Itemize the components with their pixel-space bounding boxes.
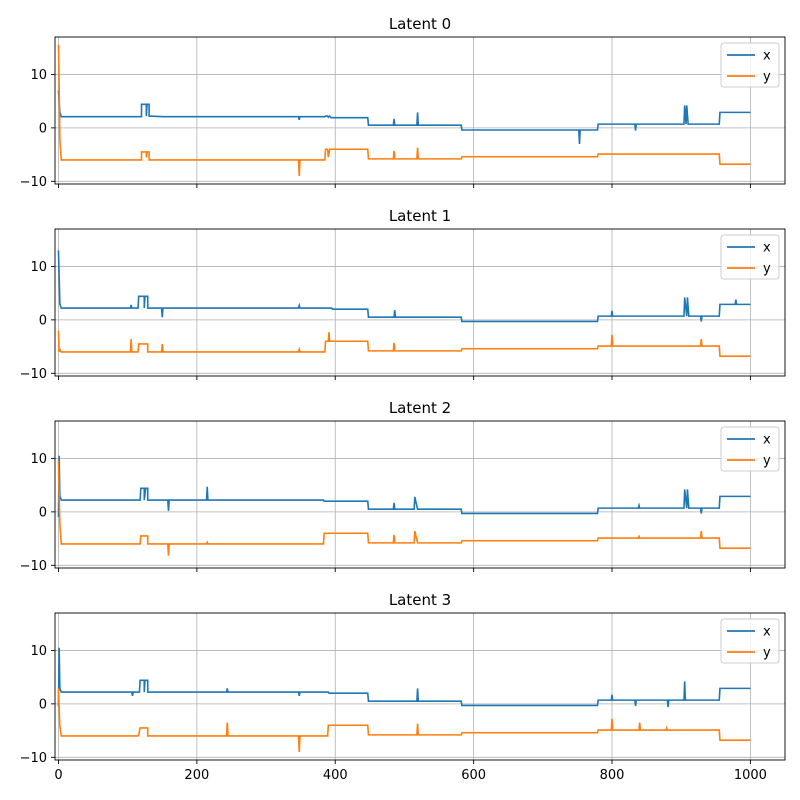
y-tick-label: −10 xyxy=(20,367,47,382)
x-tick-label: 800 xyxy=(600,768,625,783)
legend-label: x xyxy=(763,433,771,448)
x-tick-label: 200 xyxy=(184,768,209,783)
subplot-title: Latent 2 xyxy=(389,399,451,417)
series-line-y xyxy=(57,45,751,177)
series-line-x xyxy=(57,250,751,323)
y-tick-label: 10 xyxy=(30,68,47,83)
x-tick-label: 600 xyxy=(461,768,486,783)
legend-label: y xyxy=(763,646,771,661)
y-tick-label: 0 xyxy=(39,505,47,520)
legend: xy xyxy=(720,234,780,280)
legend-label: y xyxy=(763,454,771,469)
subplot-2: Latent 2 −10 0 10 xy xyxy=(20,399,786,574)
subplot-title: Latent 0 xyxy=(389,15,451,33)
subplot-0: Latent 0 −10 0 10 xy xyxy=(20,15,786,190)
legend-label: y xyxy=(763,70,771,85)
x-tick-label: 1000 xyxy=(734,768,767,783)
x-tick-label: 0 xyxy=(54,768,62,783)
y-tick-label: 0 xyxy=(39,697,47,712)
legend-label: x xyxy=(763,49,771,64)
y-tick-label: −10 xyxy=(20,559,47,574)
series-line-y xyxy=(57,461,751,556)
series-line-x xyxy=(57,455,751,518)
series-line-y xyxy=(57,687,751,753)
legend-label: x xyxy=(763,625,771,640)
axes-frame xyxy=(54,420,786,569)
y-tick-label: 10 xyxy=(30,452,47,467)
y-tick-label: −10 xyxy=(20,175,47,190)
y-tick-label: 10 xyxy=(30,644,47,659)
series-line-x xyxy=(57,90,751,144)
y-tick-label: −10 xyxy=(20,751,47,766)
axes-frame xyxy=(54,612,786,761)
axes-frame xyxy=(54,228,786,377)
legend: xy xyxy=(720,426,780,472)
axes-frame xyxy=(54,36,786,185)
subplot-title: Latent 1 xyxy=(389,207,451,225)
y-tick-label: 0 xyxy=(39,313,47,328)
legend-label: y xyxy=(763,262,771,277)
legend-label: x xyxy=(763,241,771,256)
x-tick-label: 400 xyxy=(323,768,348,783)
subplot-1: Latent 1 −10 0 10 xy xyxy=(20,207,786,382)
legend: xy xyxy=(720,618,780,664)
y-tick-label: 10 xyxy=(30,260,47,275)
series-line-y xyxy=(57,330,751,358)
legend: xy xyxy=(720,42,780,88)
subplot-title: Latent 3 xyxy=(389,591,451,609)
series-line-x xyxy=(57,647,751,708)
y-tick-label: 0 xyxy=(39,121,47,136)
